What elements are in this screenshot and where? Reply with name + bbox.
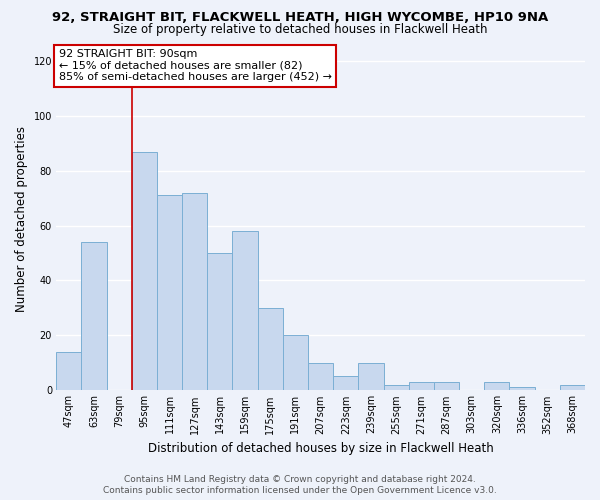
Bar [232, 231, 257, 390]
Bar [208, 253, 232, 390]
Bar [383, 384, 409, 390]
Y-axis label: Number of detached properties: Number of detached properties [15, 126, 28, 312]
Bar [82, 242, 107, 390]
Text: Contains HM Land Registry data © Crown copyright and database right 2024.: Contains HM Land Registry data © Crown c… [124, 475, 476, 484]
Bar [157, 196, 182, 390]
Text: 92 STRAIGHT BIT: 90sqm
← 15% of detached houses are smaller (82)
85% of semi-det: 92 STRAIGHT BIT: 90sqm ← 15% of detached… [59, 49, 332, 82]
Text: Contains public sector information licensed under the Open Government Licence v3: Contains public sector information licen… [103, 486, 497, 495]
Text: 92, STRAIGHT BIT, FLACKWELL HEATH, HIGH WYCOMBE, HP10 9NA: 92, STRAIGHT BIT, FLACKWELL HEATH, HIGH … [52, 11, 548, 24]
Bar [484, 382, 509, 390]
Bar [182, 192, 208, 390]
Bar [434, 382, 459, 390]
Bar [283, 335, 308, 390]
Bar [333, 376, 358, 390]
Bar [308, 362, 333, 390]
Text: Size of property relative to detached houses in Flackwell Heath: Size of property relative to detached ho… [113, 22, 487, 36]
Bar [560, 384, 585, 390]
Bar [132, 152, 157, 390]
Bar [257, 308, 283, 390]
X-axis label: Distribution of detached houses by size in Flackwell Heath: Distribution of detached houses by size … [148, 442, 493, 455]
Bar [509, 388, 535, 390]
Bar [409, 382, 434, 390]
Bar [358, 362, 383, 390]
Bar [56, 352, 82, 390]
